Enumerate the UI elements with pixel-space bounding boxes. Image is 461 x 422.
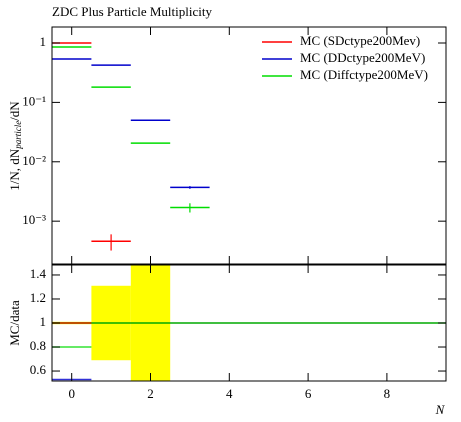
y-tick-label: 0.8 bbox=[30, 338, 46, 353]
x-axis-label: N bbox=[435, 402, 446, 417]
y-tick-label: 1.2 bbox=[30, 290, 46, 305]
legend-label: MC (Diffctype200MeV) bbox=[300, 67, 428, 82]
legend-label: MC (SDctype200Mev) bbox=[300, 33, 420, 48]
y-label-end: /dN bbox=[7, 101, 22, 121]
y-axis-label: 1/N, dNparticle/dN bbox=[7, 101, 23, 191]
main-frame bbox=[51, 26, 447, 265]
y-tick-label: 1 bbox=[40, 314, 47, 329]
y-tick-label: 10⁻³ bbox=[22, 212, 46, 227]
x-tick-label: 6 bbox=[305, 386, 312, 401]
x-tick-label: 0 bbox=[68, 386, 75, 401]
x-tick-label: 8 bbox=[384, 386, 391, 401]
y-tick-label: 1 bbox=[40, 34, 47, 49]
y-label-text: 1/N, dN bbox=[7, 148, 22, 191]
chart-title: ZDC Plus Particle Multiplicity bbox=[52, 4, 212, 19]
ratio-y-label: MC/data bbox=[7, 300, 22, 346]
y-tick-label: 1.4 bbox=[30, 266, 47, 281]
y-tick-label: 10⁻¹ bbox=[22, 93, 46, 108]
y-tick-label: 0.6 bbox=[30, 362, 47, 377]
x-tick-label: 4 bbox=[226, 386, 233, 401]
legend-label: MC (DDctype200MeV) bbox=[300, 50, 425, 65]
main-plot bbox=[52, 42, 210, 251]
x-tick-label: 2 bbox=[147, 386, 154, 401]
y-tick-label: 10⁻² bbox=[22, 153, 46, 168]
ratio-plot bbox=[52, 265, 446, 381]
y-label-sub: particle bbox=[13, 121, 23, 150]
